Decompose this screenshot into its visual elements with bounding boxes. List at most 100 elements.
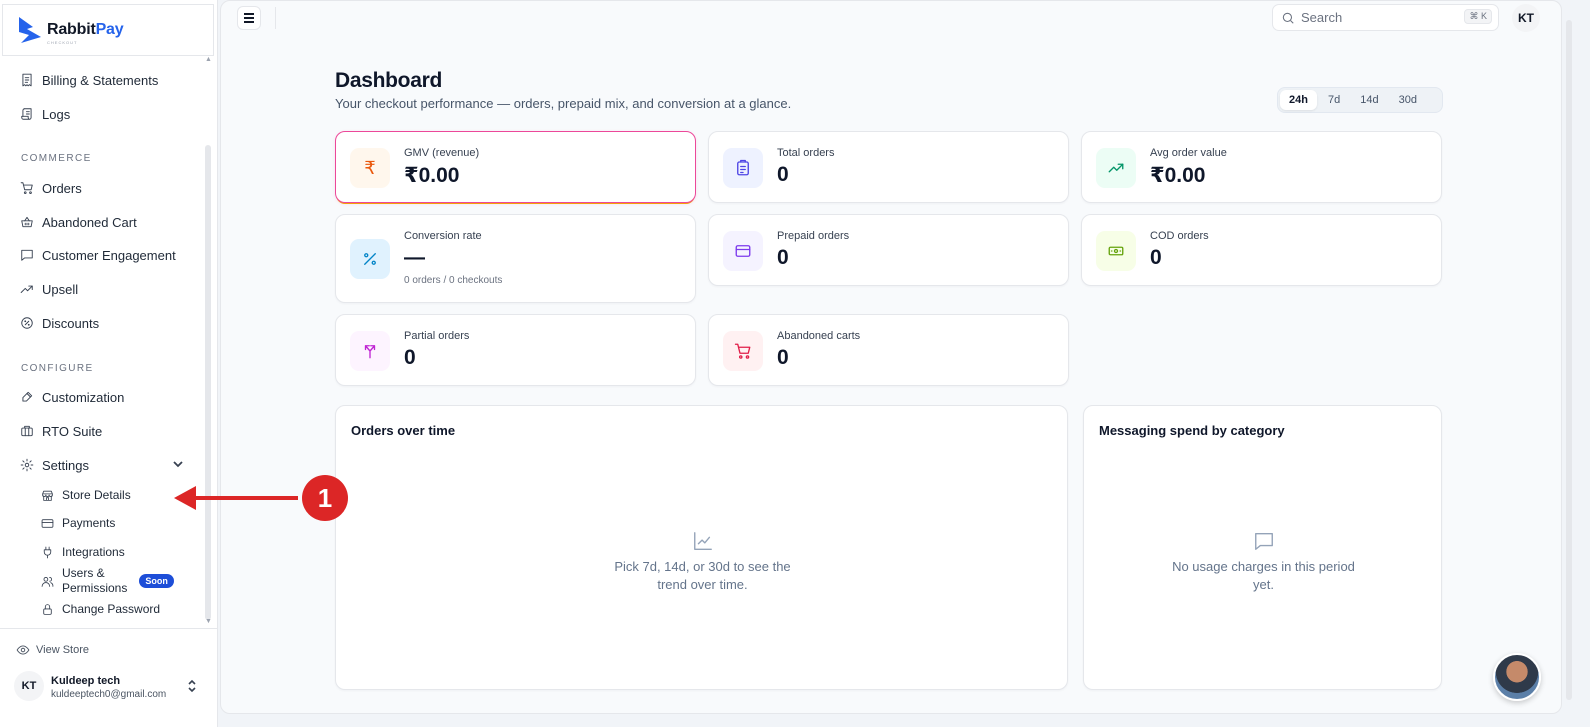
cart-icon bbox=[723, 331, 763, 371]
credit-card-icon bbox=[41, 518, 54, 528]
plug-icon bbox=[43, 546, 52, 558]
split-icon bbox=[350, 331, 390, 371]
avatar[interactable]: KT bbox=[14, 671, 44, 701]
kpi-card-prepaid-orders: Prepaid orders 0 bbox=[708, 214, 1069, 286]
search-placeholder: Search bbox=[1301, 10, 1343, 25]
kpi-label: Prepaid orders bbox=[777, 230, 850, 242]
sidebar-item-upsell[interactable]: Upsell bbox=[20, 278, 78, 300]
lock-icon bbox=[43, 603, 52, 615]
sidebar-item-settings[interactable]: Settings bbox=[20, 454, 89, 476]
sidebar-item-customization[interactable]: Customization bbox=[20, 386, 124, 408]
sidebar-subitem-label: Integrations bbox=[62, 545, 125, 559]
sidebar-item-orders[interactable]: Orders bbox=[20, 177, 82, 199]
kpi-label: Total orders bbox=[777, 147, 835, 159]
sidebar-item-customer-engagement[interactable]: Customer Engagement bbox=[20, 244, 176, 266]
sidebar-item-label: Customer Engagement bbox=[42, 247, 176, 263]
kpi-card-cod-orders: COD orders 0 bbox=[1081, 214, 1442, 286]
receipt-icon bbox=[22, 73, 32, 87]
range-24h[interactable]: 24h bbox=[1280, 90, 1317, 110]
sidebar-scrollbar[interactable] bbox=[205, 145, 211, 620]
empty-text-line2: yet. bbox=[1253, 577, 1274, 592]
search-input[interactable]: Search ⌘ K bbox=[1272, 4, 1499, 31]
kpi-label: Abandoned carts bbox=[777, 330, 861, 342]
basket-icon bbox=[21, 216, 33, 228]
brand-logo[interactable]: RabbitPay CHECKOUT bbox=[2, 4, 214, 56]
kpi-value: — bbox=[404, 246, 425, 269]
gear-icon bbox=[20, 458, 34, 472]
scroll-down-arrow[interactable]: ▼ bbox=[205, 618, 212, 625]
sidebar: RabbitPay CHECKOUT Billing & Statements … bbox=[0, 0, 218, 727]
scroll-up-arrow[interactable]: ▲ bbox=[205, 56, 212, 63]
eye-icon bbox=[16, 645, 30, 655]
view-store-label: View Store bbox=[36, 644, 89, 656]
header-avatar[interactable]: KT bbox=[1512, 4, 1540, 32]
clipboard-icon bbox=[723, 148, 763, 188]
sidebar-subitem-users-permissions[interactable]: Users & Permissions Soon bbox=[41, 566, 174, 596]
sidebar-item-label: Logs bbox=[42, 106, 71, 122]
orders-empty-state: Pick 7d, 14d, or 30d to see the trend ov… bbox=[336, 530, 1069, 594]
message-square-icon bbox=[1254, 532, 1273, 550]
page-title: Dashboard bbox=[335, 69, 442, 92]
brush-icon bbox=[22, 391, 33, 402]
sidebar-footer: View Store KT Kuldeep tech kuldeeptech0@… bbox=[0, 628, 218, 727]
panel-title: Orders over time bbox=[351, 423, 456, 438]
sidebar-item-label: Upsell bbox=[42, 281, 79, 297]
kpi-value: 0 bbox=[777, 163, 789, 186]
trending-up-icon bbox=[1096, 148, 1136, 188]
sidebar-subitem-payments[interactable]: Payments bbox=[41, 516, 115, 530]
trending-up-icon bbox=[20, 285, 33, 293]
chevrons-up-down-icon[interactable] bbox=[186, 679, 198, 693]
annotation-arrow-head bbox=[174, 486, 196, 510]
view-store-link[interactable]: View Store bbox=[16, 643, 89, 657]
empty-text-line1: No usage charges in this period bbox=[1172, 559, 1355, 574]
sidebar-item-label: Billing & Statements bbox=[42, 72, 159, 88]
range-14d[interactable]: 14d bbox=[1360, 94, 1379, 106]
messaging-empty-state: No usage charges in this period yet. bbox=[1084, 530, 1443, 594]
range-7d[interactable]: 7d bbox=[1327, 94, 1341, 106]
cart-icon bbox=[20, 182, 33, 195]
scroll-icon bbox=[21, 108, 32, 120]
kpi-value: 0 bbox=[777, 246, 789, 269]
sidebar-subitem-label: Payments bbox=[62, 516, 116, 530]
sidebar-subitem-label: Store Details bbox=[62, 488, 131, 502]
sidebar-item-discounts[interactable]: Discounts bbox=[20, 312, 99, 334]
rabbit-logo-icon bbox=[19, 17, 41, 43]
sidebar-item-billing[interactable]: Billing & Statements bbox=[20, 69, 158, 91]
sidebar-subitem-store-details[interactable]: Store Details bbox=[41, 488, 131, 502]
sidebar-item-rto-suite[interactable]: RTO Suite bbox=[20, 420, 102, 442]
sidebar-toggle-button[interactable] bbox=[237, 6, 261, 30]
sidebar-item-logs[interactable]: Logs bbox=[20, 103, 70, 125]
range-30d[interactable]: 30d bbox=[1398, 94, 1417, 106]
banknote-icon bbox=[1096, 231, 1136, 271]
line-chart-icon bbox=[693, 532, 712, 550]
kpi-label: COD orders bbox=[1150, 230, 1209, 242]
panel-title: Messaging spend by category bbox=[1099, 423, 1285, 438]
chat-support-button[interactable] bbox=[1493, 653, 1541, 701]
chevron-down-icon[interactable] bbox=[172, 458, 184, 470]
kpi-card-total-orders: Total orders 0 bbox=[708, 131, 1069, 203]
kpi-value: ₹0.00 bbox=[404, 164, 460, 187]
page-scrollbar[interactable] bbox=[1566, 20, 1572, 700]
sidebar-subitem-label: Change Password bbox=[62, 602, 161, 616]
sidebar-subitem-integrations[interactable]: Integrations bbox=[41, 545, 125, 559]
percent-icon bbox=[350, 239, 390, 279]
sidebar-item-label: RTO Suite bbox=[42, 423, 103, 439]
search-icon bbox=[1282, 12, 1294, 24]
kpi-card-conversion-rate: Conversion rate — 0 orders / 0 checkouts bbox=[335, 214, 696, 303]
user-name: Kuldeep tech bbox=[51, 675, 121, 687]
label-line1: Users & bbox=[62, 566, 105, 580]
kpi-label: GMV (revenue) bbox=[404, 147, 480, 159]
annotation-arrow bbox=[188, 496, 298, 500]
sidebar-subitem-change-password[interactable]: Change Password bbox=[41, 602, 160, 616]
search-shortcut: ⌘ K bbox=[1464, 9, 1492, 24]
kpi-card-abandoned-carts: Abandoned carts 0 bbox=[708, 314, 1069, 386]
sidebar-item-abandoned-cart[interactable]: Abandoned Cart bbox=[20, 211, 137, 233]
messaging-spend-panel: Messaging spend by category No usage cha… bbox=[1083, 405, 1442, 690]
soon-badge: Soon bbox=[139, 574, 174, 588]
main-panel: Search ⌘ K KT Dashboard Your checkout pe… bbox=[220, 0, 1562, 714]
kpi-label: Partial orders bbox=[404, 330, 470, 342]
sidebar-item-label: Orders bbox=[42, 180, 82, 196]
sidebar-subitem-label: Users & Permissions bbox=[62, 566, 127, 596]
topbar-divider bbox=[275, 7, 276, 29]
user-email: kuldeeptech0@gmail.com bbox=[51, 689, 167, 700]
